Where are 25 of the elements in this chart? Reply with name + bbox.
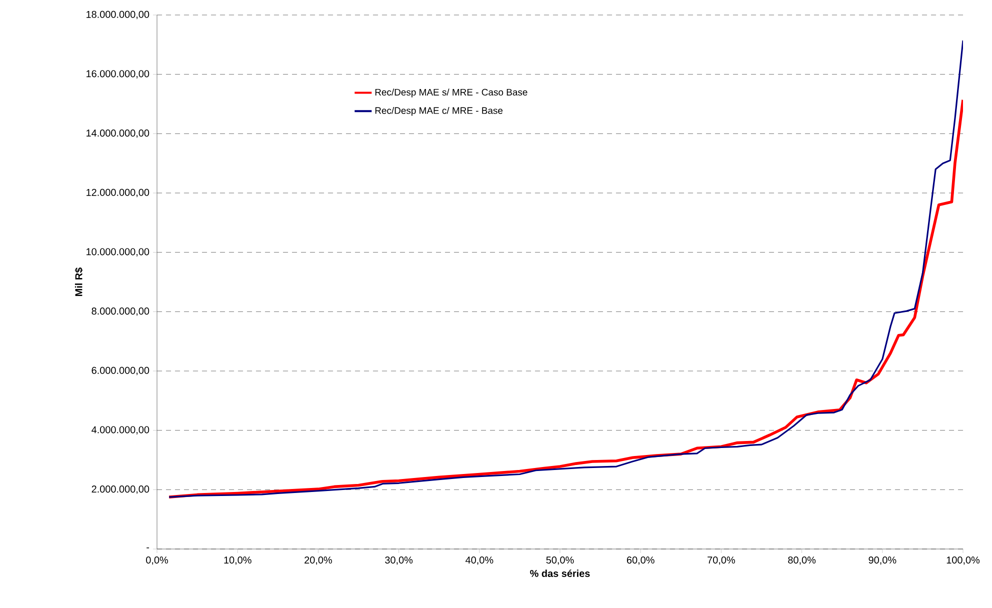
y-tick-label: 2.000.000,00 <box>92 486 150 494</box>
legend-label: Rec/Desp MAE s/ MRE - Caso Base <box>375 88 528 98</box>
x-tick-label: 20,0% <box>304 556 332 565</box>
y-tick-label: 18.000.000,00 <box>86 10 150 20</box>
y-tick-label: 10.000.000,00 <box>86 248 150 256</box>
legend-label: Rec/Desp MAE c/ MRE - Base <box>375 106 503 116</box>
x-tick-label: 80,0% <box>788 556 816 565</box>
x-tick-label: 40,0% <box>466 556 494 565</box>
y-tick-label: 14.000.000,00 <box>86 130 150 138</box>
y-tick-label: 8.000.000,00 <box>92 308 150 316</box>
x-tick-label: 10,0% <box>224 556 252 565</box>
x-tick-label: 0,0% <box>146 556 168 565</box>
x-tick-label: 70,0% <box>708 556 735 565</box>
y-tick-label: - <box>146 547 150 548</box>
x-tick-label: 60,0% <box>626 556 654 565</box>
y-axis-title: Mil R$ <box>74 267 83 296</box>
y-tick-label: 12.000.000,00 <box>86 188 150 198</box>
x-tick-label: 30,0% <box>385 556 413 565</box>
x-tick-label: 50,0% <box>546 556 574 565</box>
x-axis-title: % das séries <box>530 570 590 577</box>
x-tick-label: 100,0% <box>946 556 980 565</box>
y-tick-label: 4.000.000,00 <box>92 426 150 434</box>
y-tick-label: 6.000.000,00 <box>92 366 150 376</box>
y-tick-label: 16.000.000,00 <box>86 70 150 78</box>
x-tick-label: 90,0% <box>868 556 896 565</box>
